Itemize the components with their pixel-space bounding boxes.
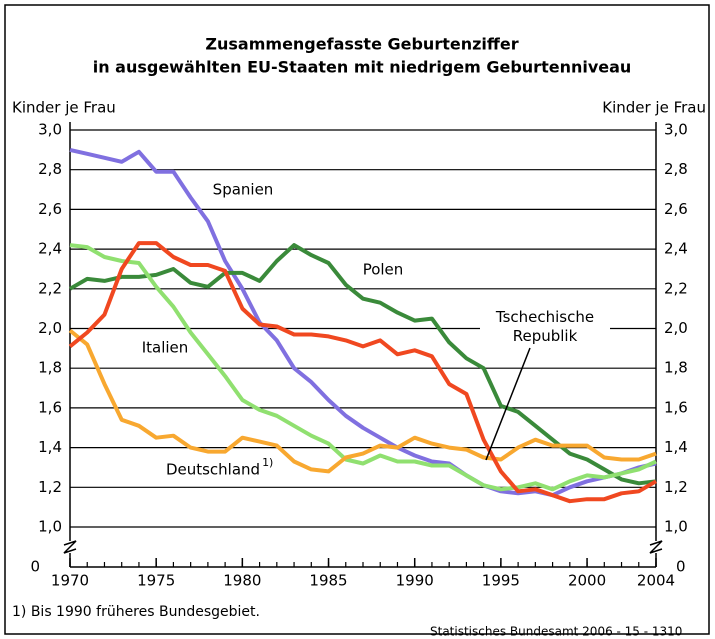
y-tick-label: 1,2 bbox=[38, 478, 62, 496]
x-tick-label: 1975 bbox=[137, 572, 175, 590]
series-line bbox=[68, 328, 657, 474]
y2-tick-label: 2,8 bbox=[664, 160, 688, 178]
x-tick-label: 2000 bbox=[568, 572, 606, 590]
x-tick-label: 1970 bbox=[51, 572, 89, 590]
y-tick-label: 2,6 bbox=[38, 200, 62, 218]
y2-tick-label: 2,0 bbox=[664, 319, 688, 337]
y2-tick-label: 1,0 bbox=[664, 518, 688, 536]
series-line bbox=[69, 147, 657, 498]
y2-tick-label: 2,6 bbox=[664, 200, 688, 218]
x-tick-label: 1990 bbox=[396, 572, 434, 590]
y-tick-label: 1,6 bbox=[38, 398, 62, 416]
y2-tick-label: 2,4 bbox=[664, 240, 688, 258]
y-tick-label: 3,0 bbox=[38, 121, 62, 139]
y2-tick-label: 1,6 bbox=[664, 398, 688, 416]
source: Statistisches Bundesamt 2006 - 15 - 1310 bbox=[430, 625, 682, 639]
y-tick-label: 2,4 bbox=[38, 240, 62, 258]
frame bbox=[4, 4, 710, 635]
series-label: Tschechische Republik bbox=[480, 308, 610, 346]
series-line bbox=[69, 243, 657, 492]
series-label: Italien bbox=[142, 339, 189, 357]
y-tick-label: 0 bbox=[30, 558, 40, 576]
axis-break bbox=[63, 540, 77, 554]
footnote-marker: 1) bbox=[262, 456, 273, 469]
x-tick-label: 1995 bbox=[482, 572, 520, 590]
y-tick-label: 2,8 bbox=[38, 160, 62, 178]
y2-tick-label: 3,0 bbox=[664, 121, 688, 139]
series-line bbox=[68, 241, 658, 504]
y2-tick-label: 1,8 bbox=[664, 359, 688, 377]
footnote: 1) Bis 1990 früheres Bundesgebiet. bbox=[12, 604, 260, 620]
y-tick-label: 1,4 bbox=[38, 438, 62, 456]
y2-tick-label: 1,4 bbox=[664, 438, 688, 456]
axis-break bbox=[649, 540, 663, 554]
y2-tick-label: 0 bbox=[676, 558, 686, 576]
series-label: Deutschland bbox=[166, 461, 260, 479]
y-tick-label: 2,0 bbox=[38, 319, 62, 337]
y2-tick-label: 2,2 bbox=[664, 279, 688, 297]
x-tick-label: 1985 bbox=[309, 572, 347, 590]
series-label: Spanien bbox=[213, 181, 274, 199]
y2-axis-label: Kinder je Frau bbox=[602, 99, 706, 117]
y2-tick-label: 1,2 bbox=[664, 478, 688, 496]
x-tick-label: 2004 bbox=[637, 572, 675, 590]
y-tick-label: 1,8 bbox=[38, 359, 62, 377]
y-tick-label: 1,0 bbox=[38, 518, 62, 536]
chart-title: Zusammengefasste Geburtenziffer bbox=[205, 35, 518, 54]
y-tick-label: 2,2 bbox=[38, 279, 62, 297]
chart-title: in ausgewählten EU-Staaten mit niedrigem… bbox=[93, 58, 632, 77]
series-label: Polen bbox=[363, 261, 404, 279]
y-axis-label: Kinder je Frau bbox=[12, 99, 116, 117]
leader-line bbox=[485, 347, 531, 461]
x-tick-label: 1980 bbox=[223, 572, 261, 590]
